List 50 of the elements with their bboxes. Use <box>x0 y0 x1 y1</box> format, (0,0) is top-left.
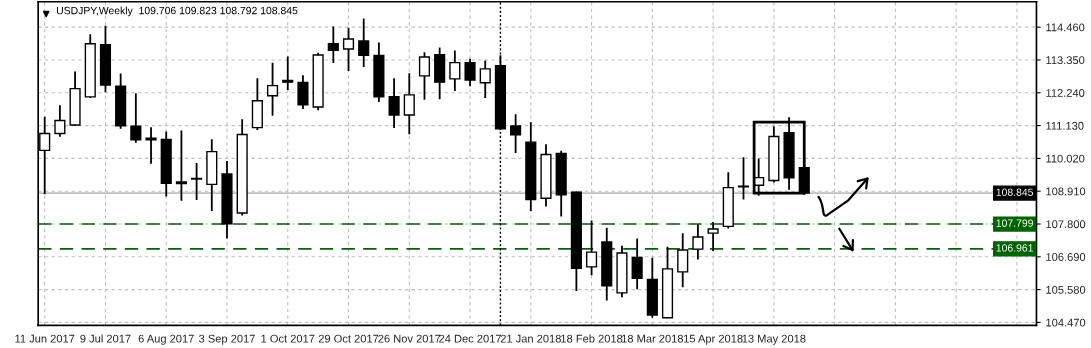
candlestick <box>692 223 704 261</box>
y-tick-label: 112.240 <box>1046 89 1085 97</box>
candlestick <box>191 162 203 201</box>
x-tick-label: 26 Nov 2017 <box>378 334 441 343</box>
y-tick-label: 108.910 <box>1046 187 1086 196</box>
y-tick-label: 106.690 <box>1046 253 1086 261</box>
x-tick-label: 21 Jan 2018 <box>500 334 561 343</box>
x-tick-label: 6 Aug 2017 <box>138 334 194 345</box>
candlestick <box>464 57 476 88</box>
candlestick <box>707 221 719 252</box>
y-tick-label: 111.130 <box>1046 121 1084 130</box>
candlestick <box>677 232 689 289</box>
y-tick-label: 107.800 <box>1046 220 1086 229</box>
x-tick-label: 9 Jul 2017 <box>80 334 131 343</box>
candlestick <box>737 156 750 201</box>
candlestick <box>585 219 598 277</box>
x-tick-label: 18 Feb 2018 <box>561 334 623 343</box>
candlestick <box>130 92 142 144</box>
y-tick-label: 114.460 <box>1046 23 1085 32</box>
candlestick <box>388 77 400 129</box>
x-tick-label: 11 Jun 2017 <box>15 334 75 343</box>
candlestick <box>266 61 279 117</box>
chart-title: USDJPY,Weekly 109.706 109.823 108.792 108.845 <box>56 6 298 17</box>
candlestick <box>403 72 415 136</box>
x-tick-label: 3 Sep 2017 <box>198 334 255 345</box>
candlestick <box>418 51 431 101</box>
y-tick-label: 105.580 <box>1046 285 1086 294</box>
y-tick-label: 113.350 <box>1046 56 1085 65</box>
candlestick <box>54 104 66 138</box>
candlestick <box>342 26 355 72</box>
ref-line-label: 108.845 <box>996 188 1034 196</box>
x-tick-label: 29 Oct 2017 <box>318 334 379 343</box>
candlestick <box>358 17 370 68</box>
candlestick <box>479 59 491 99</box>
candlestick <box>175 129 187 202</box>
candlestick <box>297 74 309 110</box>
candlestick <box>327 25 339 64</box>
candlestick <box>282 55 294 92</box>
candlestick <box>510 113 522 154</box>
ref-line-label: 106.961 <box>996 244 1033 252</box>
y-tick-label: 104.470 <box>1046 318 1086 327</box>
x-tick-label: 13 May 2018 <box>742 334 806 345</box>
x-tick-label: 24 Dec 2017 <box>439 334 501 343</box>
y-tick-label: 110.020 <box>1046 154 1085 163</box>
x-tick-label: 15 Apr 2018 <box>683 334 743 345</box>
candlestick <box>449 49 461 92</box>
candlestick <box>631 237 643 291</box>
ref-line-label: 107.799 <box>996 219 1033 227</box>
x-tick-label: 1 Oct 2017 <box>261 334 315 343</box>
x-tick-label: 18 Mar 2018 <box>621 334 684 343</box>
